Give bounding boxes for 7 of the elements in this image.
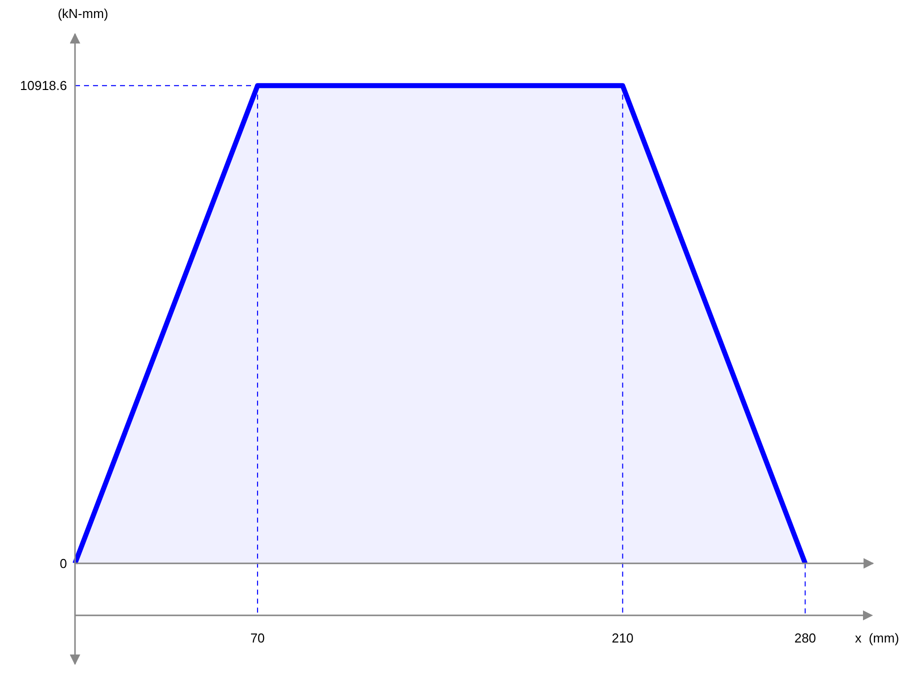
x-tick-label: 70 (250, 630, 265, 646)
y-axis-title: (kN-mm) (58, 6, 108, 21)
y-tick-label: 10918.6 (20, 78, 67, 94)
y-tick-label: 0 (60, 556, 67, 571)
x-tick-label: 280 (794, 630, 816, 646)
x-axis-title: x (mm) (855, 630, 900, 646)
x-tick-label: 210 (612, 630, 634, 646)
